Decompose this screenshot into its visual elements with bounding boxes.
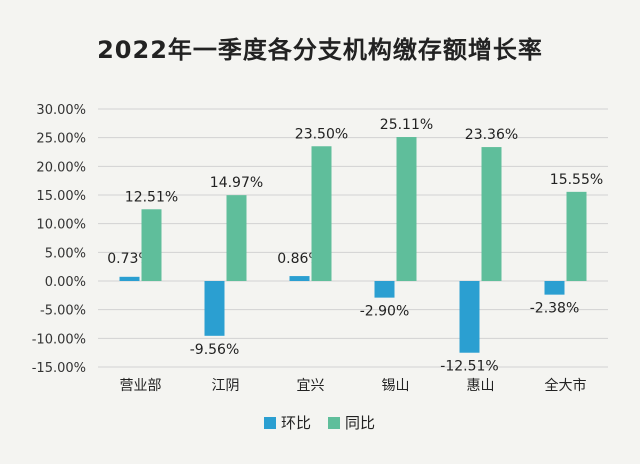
data-label: 0.73%	[107, 251, 151, 267]
bar-huanbi	[374, 281, 395, 298]
bar-tongbi	[396, 137, 417, 281]
bar-huanbi	[204, 281, 225, 336]
bar-tongbi	[481, 147, 502, 281]
data-label: -9.56%	[190, 342, 240, 358]
y-tick-label: -5.00%	[40, 304, 86, 319]
bar-huanbi	[289, 276, 310, 281]
bar-huanbi	[544, 281, 565, 295]
data-label: -2.90%	[360, 304, 410, 320]
data-label: 23.50%	[295, 126, 348, 142]
data-label: -12.51%	[440, 359, 498, 375]
x-category-label: 宜兴	[297, 378, 325, 394]
x-category-label: 江阴	[212, 378, 240, 394]
bar-tongbi	[566, 191, 587, 281]
y-tick-label: 30.00%	[36, 103, 86, 118]
x-category-label: 惠山	[467, 378, 495, 394]
bar-huanbi	[119, 276, 140, 281]
x-category-label: 全大市	[545, 377, 587, 394]
y-tick-label: 25.00%	[36, 132, 86, 147]
data-label: 0.86%	[277, 251, 321, 267]
chart-title: 2022年一季度各分支机构缴存额增长率	[97, 36, 543, 64]
data-label: 23.36%	[465, 127, 518, 143]
data-label: -2.38%	[530, 301, 580, 317]
x-category-label: 锡山	[382, 378, 410, 394]
legend-label: 环比	[281, 414, 311, 432]
data-label: 25.11%	[380, 117, 433, 133]
y-tick-label: 10.00%	[36, 218, 86, 233]
bar-huanbi	[459, 281, 480, 353]
legend-label: 同比	[345, 414, 375, 432]
y-tick-label: 15.00%	[36, 189, 86, 204]
bar-tongbi	[311, 146, 332, 281]
data-label: 15.55%	[550, 172, 603, 188]
y-tick-label: -15.00%	[32, 361, 86, 376]
y-tick-label: 0.00%	[45, 275, 86, 290]
data-label: 12.51%	[125, 189, 178, 205]
x-category-label: 营业部	[120, 378, 162, 394]
data-label: 14.97%	[210, 175, 263, 191]
bar-tongbi	[226, 195, 247, 281]
y-tick-label: 5.00%	[45, 246, 86, 261]
legend-swatch	[328, 417, 340, 429]
bar-tongbi	[141, 209, 162, 281]
legend-swatch	[264, 417, 276, 429]
y-tick-label: 20.00%	[36, 160, 86, 175]
y-tick-label: -10.00%	[32, 332, 86, 347]
